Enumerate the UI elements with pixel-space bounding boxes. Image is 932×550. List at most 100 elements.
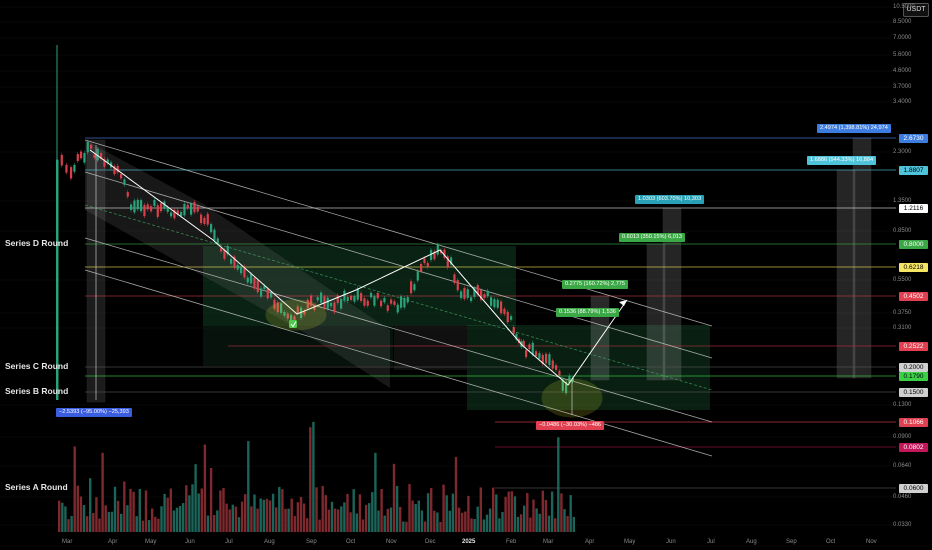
volume-bar [461, 512, 464, 532]
volume-bar [476, 506, 479, 532]
price-axis-label: 0.0330 [893, 522, 912, 528]
candle [156, 205, 159, 217]
currency-selector[interactable]: USDT [903, 3, 929, 17]
candle [130, 204, 133, 210]
volume-bar [163, 493, 166, 532]
price-axis-label: 7.0000 [893, 35, 912, 41]
current-zone [467, 325, 710, 410]
candle [545, 353, 548, 364]
candle [480, 290, 483, 300]
candle [166, 207, 169, 212]
volume-bar [231, 504, 234, 532]
candle [136, 199, 139, 210]
volume-bar [501, 511, 504, 532]
volume-bar [262, 499, 265, 532]
candle [558, 370, 561, 376]
price-axis-label: 5.6000 [893, 52, 912, 58]
candle [565, 381, 568, 394]
candle [463, 287, 466, 299]
candle [100, 153, 103, 159]
volume-bar [454, 456, 458, 532]
volume-bar [116, 500, 120, 532]
candle [93, 154, 96, 158]
time-axis-label: Oct [346, 539, 356, 545]
candle [146, 204, 149, 210]
candle [413, 284, 416, 291]
drawing-tools[interactable] [89, 145, 628, 418]
volume-bar [302, 503, 306, 532]
candle [470, 297, 473, 302]
volume-bar [516, 516, 520, 532]
volume-bar [445, 495, 448, 532]
candle [476, 285, 479, 295]
candle [65, 164, 68, 173]
volume-bar [457, 507, 461, 532]
volume-bar [144, 490, 148, 532]
candle [506, 311, 509, 323]
highlight-ellipse [265, 299, 327, 331]
volume-bar [333, 508, 337, 532]
candle [493, 299, 496, 308]
channel-line [84, 171, 713, 359]
regression-channel [84, 139, 713, 457]
candle [400, 296, 403, 308]
volume-bar [337, 509, 340, 532]
candle [473, 288, 476, 297]
volume-bar [355, 513, 358, 532]
time-axis-label: Mar [543, 539, 554, 545]
arrow-head [619, 300, 627, 306]
volume-bar [321, 485, 324, 532]
volume-bar [79, 496, 83, 532]
candle [243, 266, 246, 278]
candle [200, 214, 203, 224]
volume-bar [219, 490, 222, 532]
volume-bar [572, 516, 575, 532]
candle [512, 326, 515, 334]
candle [383, 297, 386, 303]
candle [150, 206, 153, 212]
volume-bar [157, 518, 160, 532]
volume-bar [123, 481, 126, 532]
volume-bar [129, 488, 132, 532]
candle [483, 294, 486, 299]
volume-bar [451, 493, 455, 532]
candle [306, 299, 309, 309]
candle [203, 217, 206, 224]
volume-bar [436, 512, 439, 532]
candle [223, 249, 226, 259]
price-axis-label: 0.5500 [893, 277, 912, 283]
volume-bar [85, 516, 89, 532]
volume-bar [532, 499, 535, 532]
volume-bar [374, 452, 377, 532]
volume-bar [330, 501, 334, 532]
volume-bar [411, 500, 414, 532]
time-axis-label: 2025 [462, 539, 476, 545]
volume-bar [58, 500, 61, 532]
volume-bar [405, 521, 408, 532]
volume-bar [309, 427, 312, 532]
measure-callout: 1.6886 (944.33%) 16,884 [807, 156, 877, 165]
volume-bar [200, 488, 203, 532]
price-level-tag: 0.4502 [899, 291, 928, 301]
volume-bar [504, 496, 507, 532]
candle [103, 158, 106, 167]
target-measure [852, 137, 872, 379]
volume-bar [538, 513, 541, 532]
candle [256, 280, 259, 293]
volume-bar [544, 499, 548, 532]
volume-bar [442, 484, 445, 532]
time-axis-label: Apr [108, 539, 118, 545]
candle [535, 351, 538, 357]
price-level-tag: 0.0802 [899, 442, 928, 452]
volume-bar [535, 508, 538, 532]
candle [246, 277, 249, 283]
volume-bar [135, 516, 138, 532]
price-level-tag: 0.2522 [899, 341, 928, 351]
candle [80, 151, 83, 159]
candle [326, 297, 329, 309]
volume-bar [209, 468, 213, 532]
candle [390, 299, 393, 304]
candle [286, 313, 289, 319]
candle [213, 229, 216, 241]
